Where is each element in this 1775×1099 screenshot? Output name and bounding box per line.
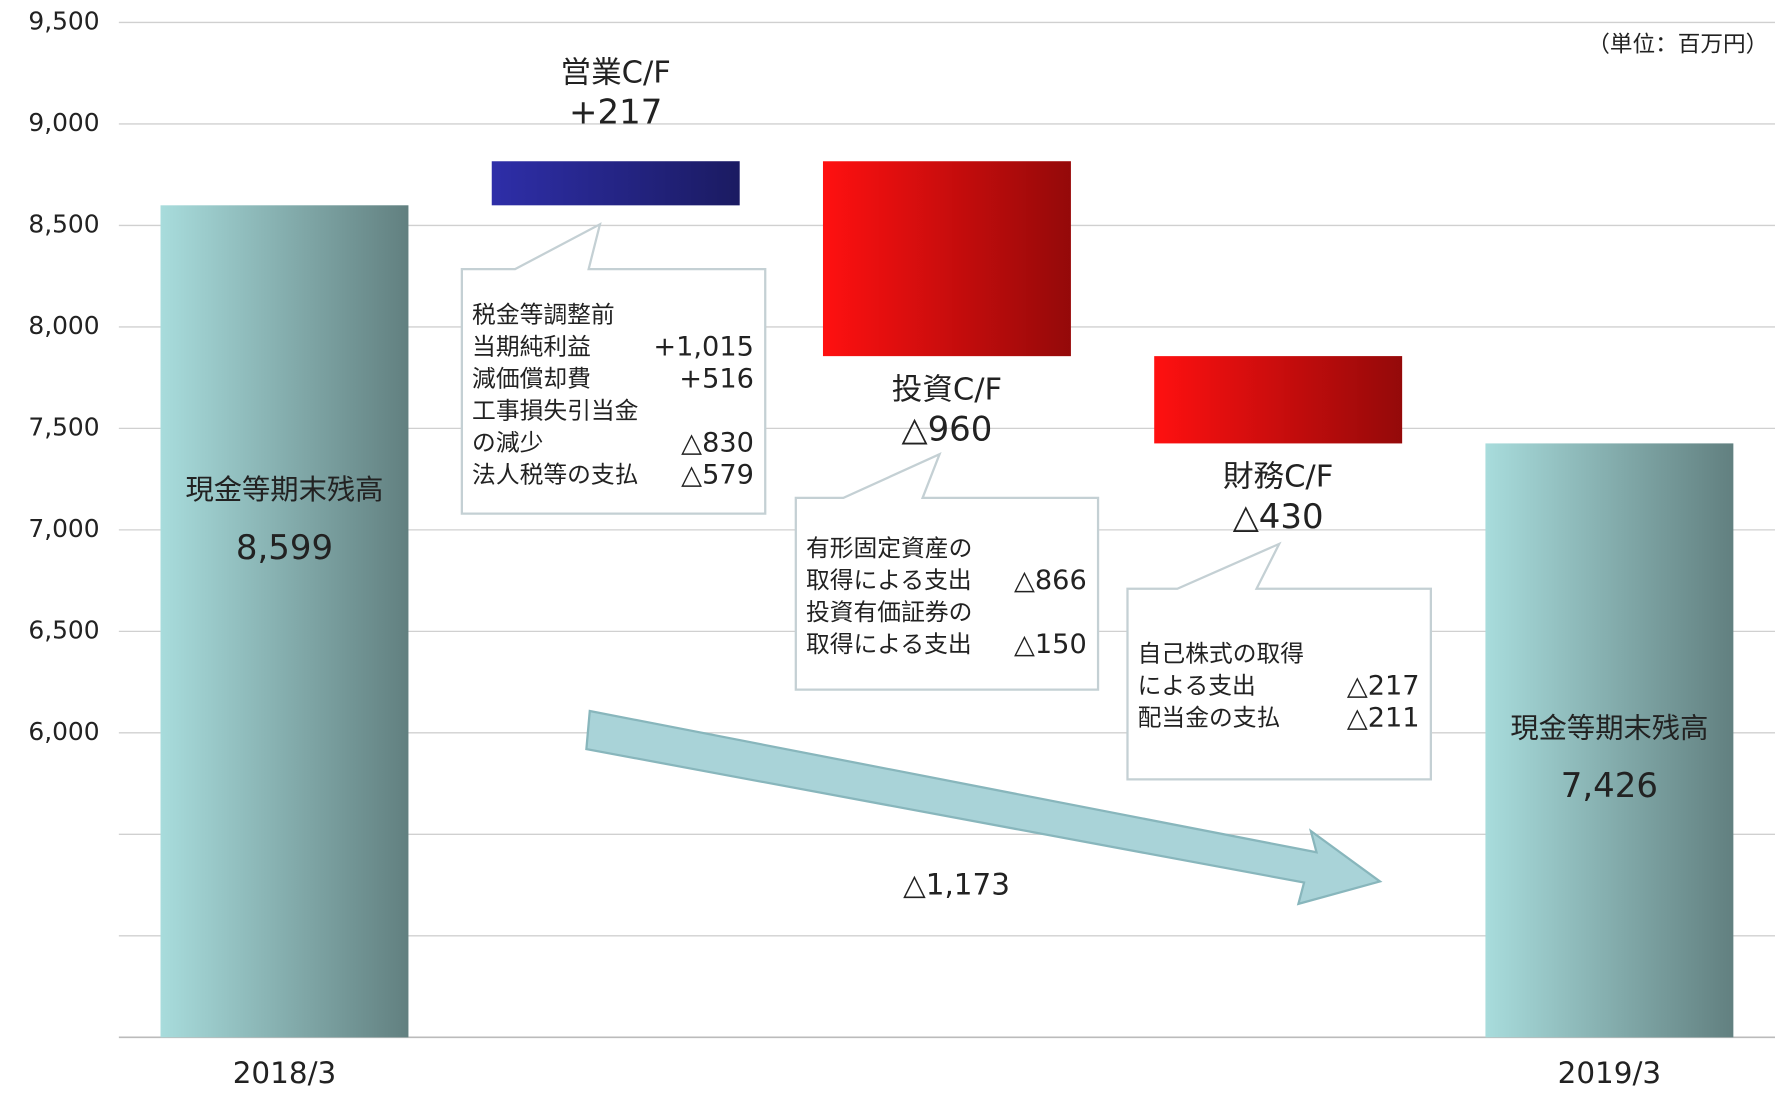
y-tick-label: 6,500 [28, 615, 99, 644]
y-tick-label: 6,000 [28, 717, 99, 746]
callout-box [1126, 541, 1432, 781]
callout-amount: △211 [1347, 702, 1420, 733]
bar-label: 現金等期末残高 [1510, 711, 1708, 744]
callout-box [794, 452, 1100, 691]
bar-shade [491, 161, 740, 206]
y-tick-label: 7,000 [28, 514, 99, 543]
bar-label: 現金等期末残高 [185, 473, 383, 506]
y-tick-label: 7,500 [28, 412, 99, 441]
value-label: 8,599 [236, 528, 333, 567]
bar-label: 投資C/F [892, 372, 1002, 407]
callout-label: 工事損失引当金 [472, 397, 638, 425]
y-tick-label: 8,000 [28, 311, 99, 340]
bar-shade [160, 205, 409, 1038]
arrow-label: △1,173 [903, 868, 1010, 902]
value-label: △960 [901, 410, 992, 449]
trend-arrow [585, 709, 1383, 906]
callout-amount: △830 [681, 428, 754, 459]
callout-label: の減少 [472, 429, 543, 457]
y-tick-label: 8,500 [28, 209, 99, 238]
y-tick-label: 9,000 [28, 108, 99, 137]
callout-amount: +516 [679, 364, 754, 395]
x-tick-label: 2019/3 [1558, 1056, 1661, 1090]
callout-amount: △866 [1014, 565, 1087, 596]
value-label: △430 [1233, 497, 1324, 536]
callout-label: 自己株式の取得 [1138, 639, 1304, 667]
callout-label: 取得による支出 [806, 630, 972, 658]
callout-amount: +1,015 [653, 332, 754, 363]
bar-label: 財務C/F [1223, 460, 1333, 495]
x-tick-label: 2018/3 [233, 1056, 336, 1090]
value-label: +217 [569, 93, 662, 132]
callout-label: 配当金の支払 [1138, 703, 1281, 731]
callout-label: 投資有価証券の [806, 598, 972, 626]
callout-label: 取得による支出 [806, 566, 972, 594]
callout-label: 当期純利益 [472, 333, 591, 361]
callout-label: 税金等調整前 [472, 301, 615, 329]
callout-amount: △579 [681, 460, 754, 491]
callout-label: 減価償却費 [472, 365, 591, 393]
callout-label: 法人税等の支払 [472, 461, 638, 489]
callout-amount: △217 [1347, 670, 1420, 701]
callout-label: 有形固定資産の [806, 534, 972, 562]
y-tick-label: 9,500 [28, 7, 99, 36]
bar-shade [1154, 356, 1403, 444]
value-label: 7,426 [1561, 766, 1658, 805]
callout-label: による支出 [1138, 671, 1256, 699]
callout-amount: △150 [1014, 629, 1087, 660]
bar-shade [822, 161, 1071, 357]
unit-note: （単位：百万円） [1587, 31, 1768, 57]
callout-box [460, 222, 767, 515]
bar-label: 営業C/F [561, 55, 671, 90]
bar-shade [1485, 443, 1734, 1038]
